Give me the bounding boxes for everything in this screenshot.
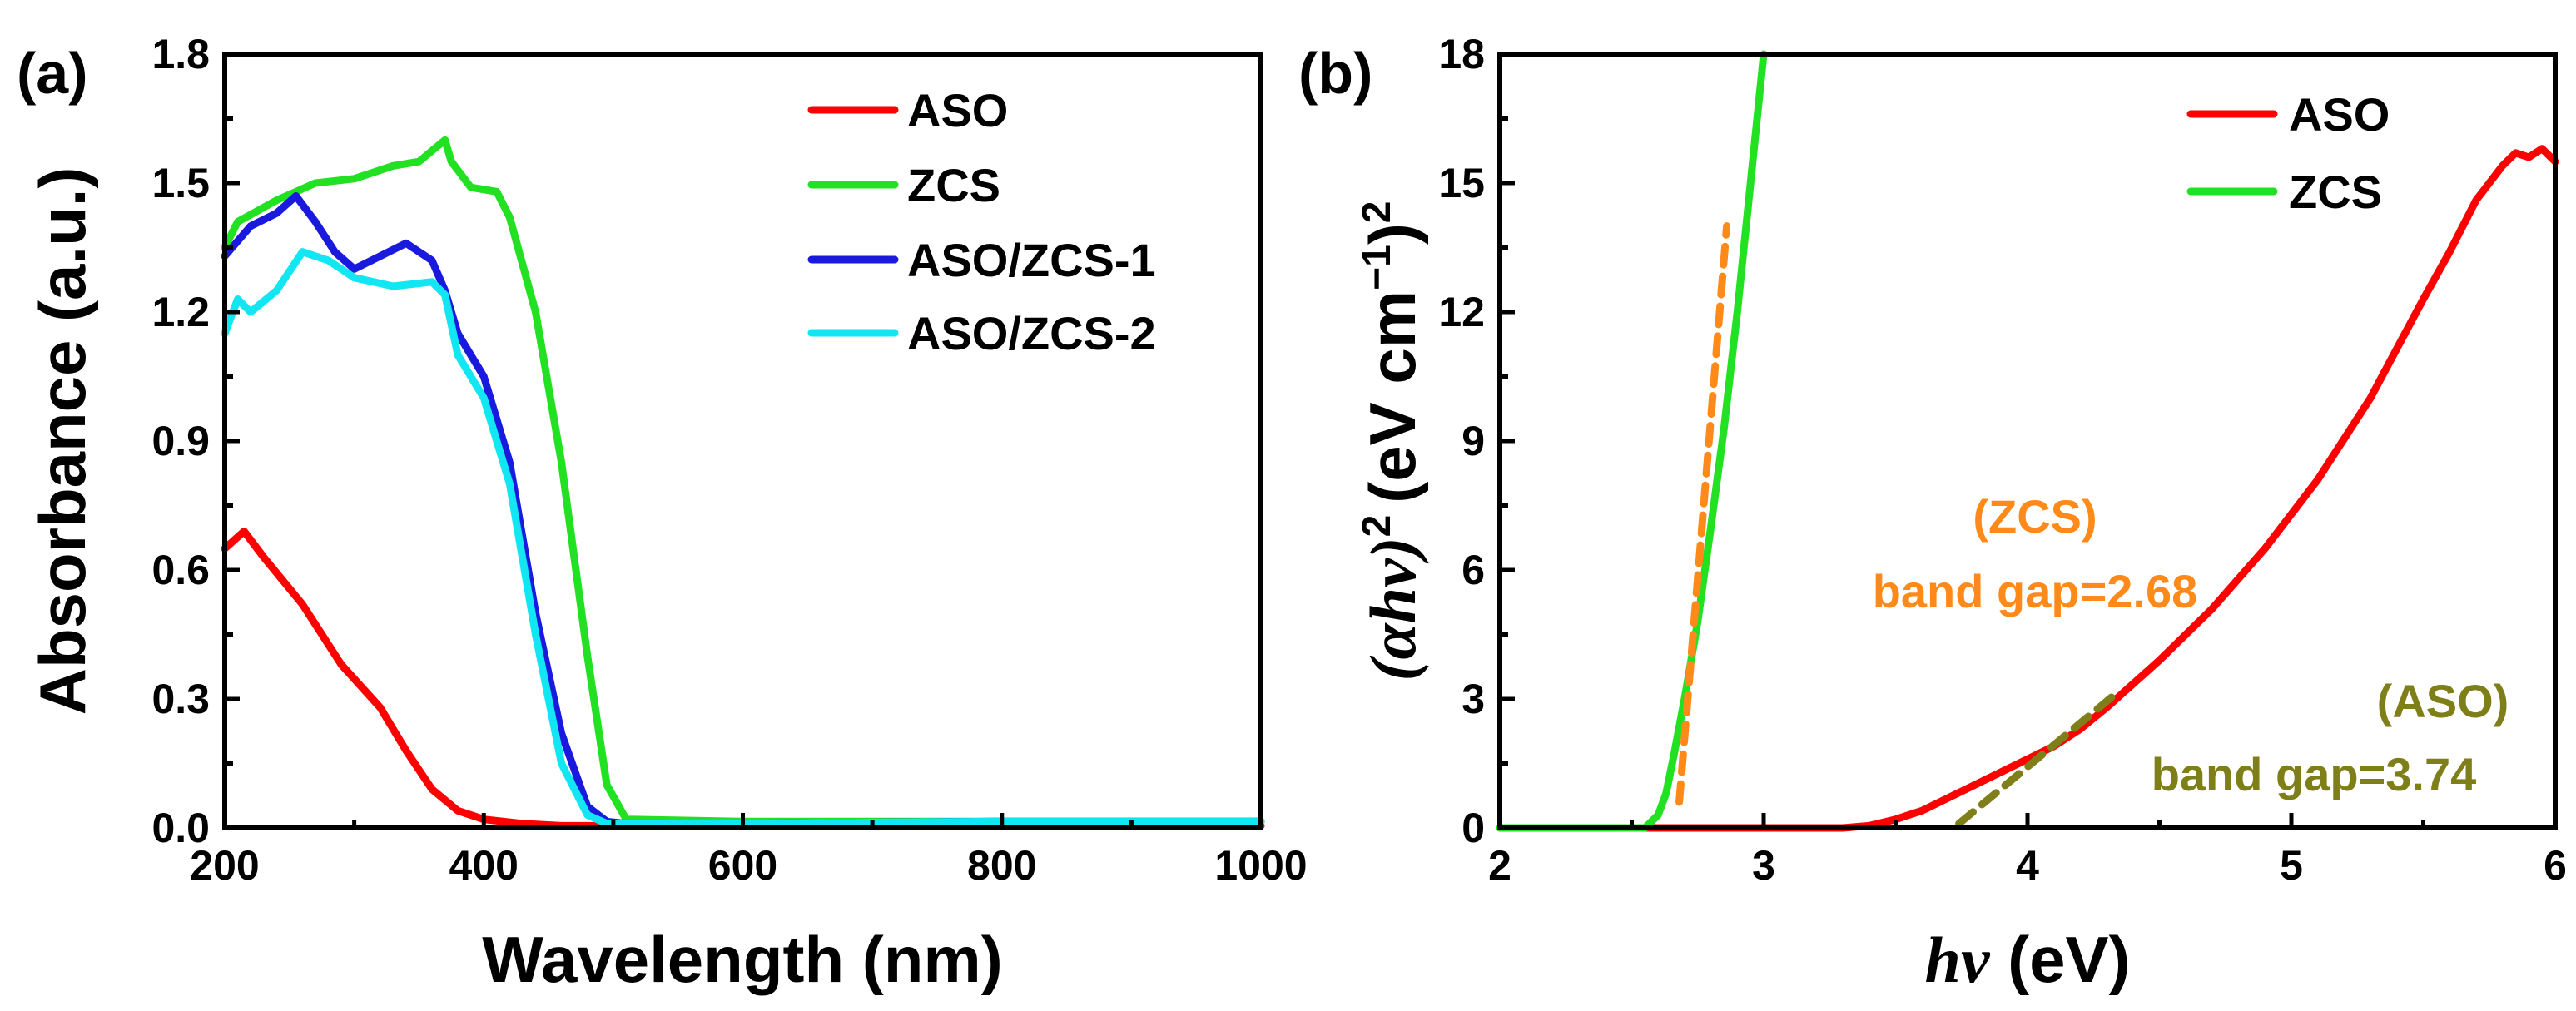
x-tick-label: 3: [1752, 842, 1775, 889]
x-tick-label: 600: [708, 842, 777, 889]
panel-b-legend: ASO ZCS: [2186, 88, 2390, 218]
panel-b-series: [1496, 50, 2559, 832]
x-tick-label: 5: [2280, 842, 2303, 889]
y-tick-label: 0.3: [151, 676, 210, 722]
panel-b-y-close: ): [1356, 223, 1429, 245]
legend-a-label-3: ASO/ZCS-2: [907, 307, 1156, 359]
panel-b-y-symbol: (αhν): [1357, 537, 1429, 681]
panel-b-y-close-exp: 2: [1355, 201, 1399, 223]
x-tick-label: 1000: [1214, 842, 1307, 889]
panel-b-y-exp: 2: [1355, 515, 1399, 538]
y-tick-label: 18: [1438, 31, 1485, 77]
legend-a-label-1: ZCS: [907, 159, 1000, 211]
panel-a-x-label: Wavelength (nm): [482, 923, 1002, 996]
x-tick-label: 2: [1488, 842, 1511, 889]
y-tick-label: 0.9: [151, 418, 210, 464]
annotation-aso-title: (ASO): [2377, 675, 2509, 727]
y-tick-label: 3: [1462, 676, 1485, 722]
panel-b-label: (b): [1298, 41, 1372, 106]
annotation-zcs: (ZCS) band gap=2.68: [1873, 490, 2198, 617]
panel-b-y-label: (αhν)2(eV cm−1)2: [1355, 201, 1429, 681]
legend-a-label-2: ASO/ZCS-1: [907, 234, 1156, 286]
y-tick-label: 1.2: [151, 289, 210, 335]
series-zcs: [221, 136, 1265, 825]
x-tick-label: 400: [449, 842, 519, 889]
panel-a-y-label: Absorbance (a.u.): [26, 167, 99, 716]
panel-a-label: (a): [17, 41, 88, 106]
x-tick-label: 200: [190, 842, 259, 889]
y-tick-label: 0.6: [151, 547, 210, 593]
x-tick-label: 6: [2544, 842, 2567, 889]
fit-line-1: [1955, 686, 2124, 828]
panel-b-y-units: (eV cm: [1356, 290, 1429, 503]
panel-b-x-label: hν (eV): [1924, 923, 2130, 996]
legend-a-label-0: ASO: [907, 84, 1008, 136]
annotation-zcs-title: (ZCS): [1973, 490, 2097, 543]
panel-b-ticks: 2 3 4 5 6 0 3 6 9 12 15 18: [1438, 31, 2567, 889]
x-tick-label: 800: [967, 842, 1036, 889]
y-tick-label: 12: [1438, 289, 1485, 335]
series-aso: [221, 528, 1265, 830]
legend-b-label-1: ZCS: [2289, 166, 2382, 218]
legend-b-label-0: ASO: [2289, 88, 2390, 141]
panel-b-y-units-exp: −1: [1355, 245, 1399, 290]
annotation-aso: (ASO) band gap=3.74: [2152, 675, 2509, 800]
y-tick-label: 0.0: [151, 805, 210, 851]
y-tick-label: 1.5: [151, 160, 210, 206]
y-tick-label: 9: [1462, 418, 1485, 464]
annotation-zcs-text: band gap=2.68: [1873, 565, 2198, 617]
y-tick-label: 1.8: [151, 31, 210, 77]
x-tick-label: 4: [2016, 842, 2039, 889]
y-tick-label: 6: [1462, 547, 1485, 593]
series-aso: [1496, 145, 2559, 832]
series-zcs: [1496, 50, 1768, 832]
panel-a: 200 400 600 800 1000 0.0 0.3 0.6 0.9 1.2 1.5 1.8 (a…: [17, 31, 1308, 996]
panel-b-x-units: (eV): [1989, 923, 2130, 996]
series-aso-zcs-1: [221, 192, 1265, 828]
y-tick-label: 15: [1438, 160, 1485, 206]
y-tick-label: 0: [1462, 805, 1485, 851]
panel-a-legend: ASO ZCS ASO/ZCS-1 ASO/ZCS-2: [807, 84, 1156, 359]
series-aso-zcs-2: [221, 248, 1265, 828]
panel-b-x-symbol: hν: [1924, 924, 1990, 996]
fit-line-0: [1675, 222, 1731, 806]
panel-a-ticks: 200 400 600 800 1000 0.0 0.3 0.6 0.9 1.2 1.5 1.8: [151, 31, 1307, 889]
annotation-aso-text: band gap=3.74: [2152, 748, 2477, 800]
